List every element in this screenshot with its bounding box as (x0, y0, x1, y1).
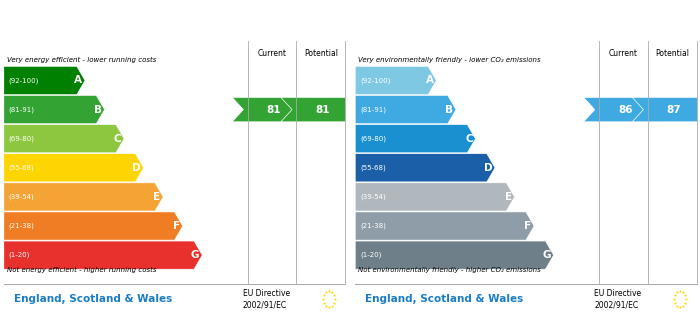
Polygon shape (355, 154, 495, 182)
Text: (55-68): (55-68) (360, 164, 386, 171)
Polygon shape (632, 97, 700, 122)
Text: (1-20): (1-20) (360, 252, 382, 258)
Text: (1-20): (1-20) (8, 252, 30, 258)
Text: B: B (94, 105, 102, 115)
Polygon shape (4, 241, 202, 269)
Text: (81-91): (81-91) (360, 106, 386, 113)
Text: Potential: Potential (304, 49, 338, 59)
Polygon shape (281, 97, 360, 122)
Text: (92-100): (92-100) (8, 77, 39, 84)
Text: C: C (113, 134, 121, 144)
Text: (39-54): (39-54) (360, 194, 386, 200)
Polygon shape (584, 97, 664, 122)
Polygon shape (4, 212, 183, 240)
Text: Current: Current (258, 49, 286, 59)
Text: G: G (542, 250, 551, 260)
Text: F: F (173, 221, 180, 231)
Polygon shape (355, 125, 475, 153)
Polygon shape (4, 183, 163, 211)
Text: Not environmentally friendly - higher CO₂ emissions: Not environmentally friendly - higher CO… (358, 266, 541, 272)
Polygon shape (4, 125, 124, 153)
Text: Very energy efficient - lower running costs: Very energy efficient - lower running co… (7, 57, 156, 63)
Text: A: A (74, 76, 82, 85)
Text: England, Scotland & Wales: England, Scotland & Wales (14, 294, 172, 304)
Text: Environmental Impact (CO₂) Rating: Environmental Impact (CO₂) Rating (402, 14, 649, 27)
Polygon shape (4, 66, 85, 94)
Text: EU Directive
2002/91/EC: EU Directive 2002/91/EC (594, 289, 641, 310)
Text: 87: 87 (667, 105, 682, 115)
Text: Energy Efficiency Rating: Energy Efficiency Rating (88, 14, 260, 27)
Text: D: D (132, 163, 141, 173)
Text: E: E (505, 192, 512, 202)
Text: Not energy efficient - higher running costs: Not energy efficient - higher running co… (7, 266, 156, 272)
Text: (69-80): (69-80) (8, 135, 34, 142)
Text: Very environmentally friendly - lower CO₂ emissions: Very environmentally friendly - lower CO… (358, 57, 541, 63)
Text: A: A (426, 76, 433, 85)
Text: Current: Current (609, 49, 638, 59)
Text: D: D (484, 163, 492, 173)
Text: Potential: Potential (655, 49, 690, 59)
Text: (21-38): (21-38) (8, 223, 34, 229)
Polygon shape (355, 212, 534, 240)
Polygon shape (355, 66, 436, 94)
Text: 81: 81 (267, 105, 281, 115)
Polygon shape (355, 95, 456, 124)
Text: F: F (524, 221, 531, 231)
Text: (55-68): (55-68) (8, 164, 34, 171)
Text: England, Scotland & Wales: England, Scotland & Wales (365, 294, 524, 304)
Text: (92-100): (92-100) (360, 77, 391, 84)
Text: B: B (445, 105, 453, 115)
Text: (39-54): (39-54) (8, 194, 34, 200)
Text: G: G (191, 250, 200, 260)
Polygon shape (4, 154, 144, 182)
Text: EU Directive
2002/91/EC: EU Directive 2002/91/EC (243, 289, 290, 310)
Polygon shape (355, 241, 554, 269)
Polygon shape (355, 183, 514, 211)
Text: (69-80): (69-80) (360, 135, 386, 142)
Polygon shape (4, 95, 104, 124)
Text: (81-91): (81-91) (8, 106, 34, 113)
Polygon shape (232, 97, 312, 122)
Text: 81: 81 (316, 105, 330, 115)
Text: (21-38): (21-38) (360, 223, 386, 229)
Text: 86: 86 (618, 105, 633, 115)
Text: E: E (153, 192, 160, 202)
Text: C: C (465, 134, 472, 144)
